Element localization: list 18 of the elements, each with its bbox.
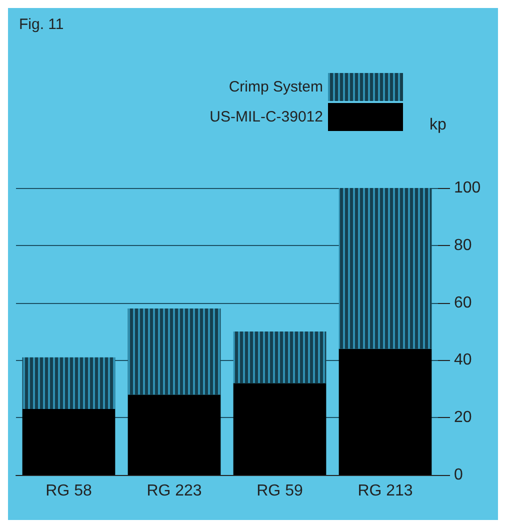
- y-tick-label: 40: [454, 352, 472, 369]
- y-tick-label: 20: [454, 409, 472, 426]
- x-tick-label: RG 223: [146, 482, 202, 500]
- y-tick-label: 100: [454, 180, 481, 196]
- y-tick-label: 80: [454, 236, 472, 254]
- y-tick-label: 0: [454, 466, 463, 484]
- bar: [22, 408, 116, 475]
- y-axis-title: kp: [430, 116, 447, 134]
- y-tick-label: 60: [454, 294, 472, 312]
- x-tick-label: RG 58: [46, 482, 92, 500]
- legend-label: Crimp System: [228, 78, 323, 96]
- x-tick-label: RG 213: [358, 482, 413, 500]
- bar: [233, 383, 326, 475]
- bar: [128, 394, 221, 475]
- bar: [338, 348, 432, 475]
- chart-title: Fig. 11: [19, 16, 64, 33]
- legend-label: US-MIL-C-39012: [210, 108, 323, 126]
- x-tick-label: RG 59: [256, 482, 303, 500]
